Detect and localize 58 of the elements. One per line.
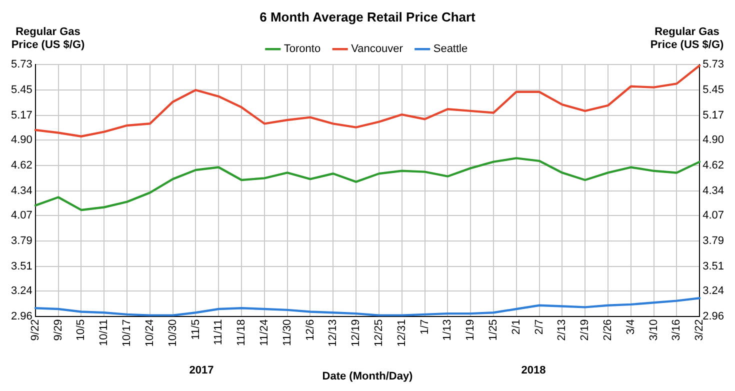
x-tick-label: 9/22 [29,319,42,341]
text: 2018 [521,364,546,377]
y2-tick-label: 5.17 [702,110,724,122]
x-tick-label: 10/30 [166,319,179,347]
y-tick-label: 5.17 [10,110,32,122]
x-tick-label: 11/30 [281,319,294,346]
y2-tick-label: 4.62 [702,159,724,172]
x-tick-label: 10/17 [121,319,134,347]
legend-label: Toronto [284,43,321,56]
x-tick-label: 11/24 [258,319,270,346]
y-tick-label: 4.34 [10,184,32,197]
y2-tick-label: 3.24 [702,284,724,297]
x-tick-label: 2/19 [579,319,592,341]
y-tick-label: 3.51 [10,260,32,272]
y-tick-label: 3.24 [10,284,32,297]
y-tick-label: 3.79 [10,234,32,247]
x-tick-label: 3/16 [670,319,683,341]
x-tick-label: 3/4 [624,319,637,335]
x-tick-label: 10/24 [144,319,156,347]
text: 2017 [189,364,214,377]
y2-tick-label: 3.79 [702,234,724,247]
y-tick-label: 4.07 [10,209,32,222]
legend-label: Vancouver [351,43,404,56]
y2-tick-label: 3.51 [702,260,724,272]
x-tick-label: 11/11 [212,319,225,346]
x-tick-label: 12/19 [350,319,362,347]
y2-tick-label: 4.07 [702,209,724,222]
x-tick-label: 2/7 [533,319,546,335]
x-tick-label: 1/25 [487,319,500,341]
y-tick-label: 5.73 [10,58,32,71]
chart-title: 6 Month Average Retail Price Chart [260,9,476,24]
x-tick-label: 11/5 [190,319,202,340]
x-tick-label: 12/6 [304,319,316,341]
x-tick-label: 12/25 [372,319,385,347]
x-tick-label: 10/5 [75,319,88,341]
x-tick-label: 2/26 [602,319,614,341]
y-tick-label: 4.90 [10,134,32,146]
x-tick-label: 12/31 [396,319,408,347]
y-axis-title: Regular Gas Price (US $/G) [11,26,86,52]
y-tick-label: 5.45 [10,84,32,96]
x-tick-label: 3/10 [648,319,660,341]
y2-tick-label: 4.90 [702,134,724,146]
y2-tick-label: 5.45 [702,84,724,96]
x-tick-label: 1/13 [442,319,454,341]
x-tick-label: 2/13 [556,319,568,341]
x-tick-label: 1/7 [418,319,431,335]
y-tick-label: 4.62 [10,159,32,172]
y2-axis-title: Regular Gas Price (US $/G) [650,26,724,52]
x-tick-label: 12/13 [327,319,340,347]
x-axis-title: Date (Month/Day) [322,370,414,382]
y2-tick-label: 4.34 [702,184,724,197]
x-tick-label: 2/1 [510,319,522,335]
y2-tick-label: 5.73 [702,58,724,71]
x-tick-label: 11/18 [236,319,248,346]
legend-label: Seattle [433,43,468,56]
x-tick-label: 9/29 [52,319,64,341]
x-tick-label: 10/11 [98,319,110,346]
x-tick-label: 1/19 [464,319,477,341]
